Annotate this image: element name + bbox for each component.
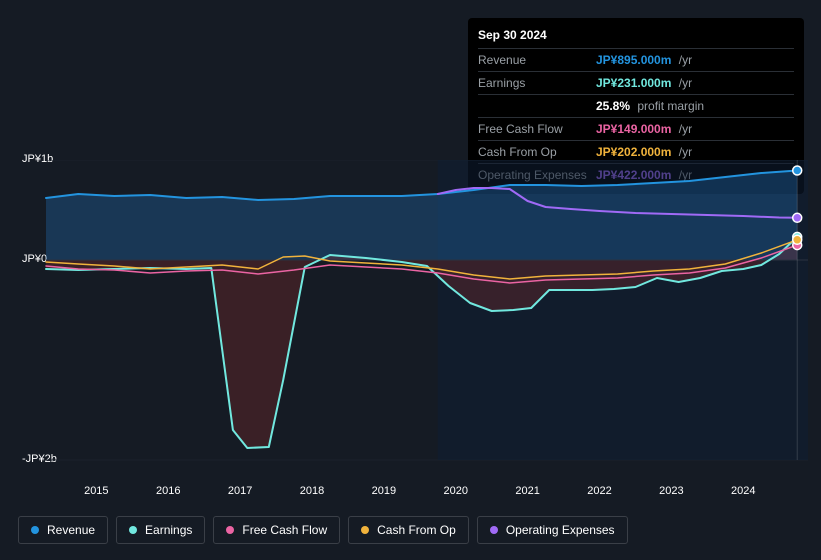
tooltip-row-value: JP¥231.000m /yr bbox=[596, 72, 794, 95]
legend-item-revenue[interactable]: Revenue bbox=[18, 516, 108, 544]
tooltip-row: RevenueJP¥895.000m /yr bbox=[478, 49, 794, 72]
tooltip-row: EarningsJP¥231.000m /yr bbox=[478, 72, 794, 95]
x-tick-label: 2018 bbox=[300, 485, 324, 497]
tooltip-row-value: 25.8% profit margin bbox=[596, 95, 794, 118]
tooltip-date: Sep 30 2024 bbox=[478, 24, 794, 48]
x-axis-labels: 2015 2016 2017 2018 2019 2020 2021 2022 2023 2024 bbox=[18, 485, 808, 505]
legend-label: Cash From Op bbox=[377, 523, 456, 537]
tooltip-row: 25.8% profit margin bbox=[478, 95, 794, 118]
legend-dot-icon bbox=[129, 526, 137, 534]
x-tick-label: 2016 bbox=[156, 485, 180, 497]
x-tick-label: 2022 bbox=[587, 485, 611, 497]
tooltip-row-label: Earnings bbox=[478, 72, 596, 95]
x-tick-label: 2017 bbox=[228, 485, 252, 497]
tooltip-row: Free Cash FlowJP¥149.000m /yr bbox=[478, 118, 794, 141]
legend-dot-icon bbox=[361, 526, 369, 534]
chart-panel: Sep 30 2024 RevenueJP¥895.000m /yrEarnin… bbox=[0, 0, 821, 560]
legend-item-fcf[interactable]: Free Cash Flow bbox=[213, 516, 340, 544]
tooltip-row-value: JP¥149.000m /yr bbox=[596, 118, 794, 141]
tooltip-row-value: JP¥895.000m /yr bbox=[596, 49, 794, 72]
tooltip-row-label bbox=[478, 95, 596, 118]
legend-label: Operating Expenses bbox=[506, 523, 615, 537]
x-tick-label: 2019 bbox=[372, 485, 396, 497]
legend-item-earnings[interactable]: Earnings bbox=[116, 516, 205, 544]
legend-dot-icon bbox=[490, 526, 498, 534]
legend-dot-icon bbox=[31, 526, 39, 534]
legend-item-opex[interactable]: Operating Expenses bbox=[477, 516, 628, 544]
chart-svg bbox=[18, 160, 808, 490]
legend-label: Free Cash Flow bbox=[242, 523, 327, 537]
x-tick-label: 2020 bbox=[444, 485, 468, 497]
legend-dot-icon bbox=[226, 526, 234, 534]
legend-label: Revenue bbox=[47, 523, 95, 537]
tooltip-row-label: Free Cash Flow bbox=[478, 118, 596, 141]
tooltip-row-label: Revenue bbox=[478, 49, 596, 72]
x-tick-label: 2015 bbox=[84, 485, 108, 497]
x-tick-label: 2024 bbox=[731, 485, 755, 497]
x-tick-label: 2023 bbox=[659, 485, 683, 497]
chart-plot-area[interactable] bbox=[18, 160, 808, 490]
x-tick-label: 2021 bbox=[515, 485, 539, 497]
legend-label: Earnings bbox=[145, 523, 192, 537]
chart-legend: Revenue Earnings Free Cash Flow Cash From O… bbox=[18, 516, 628, 544]
legend-item-cfo[interactable]: Cash From Op bbox=[348, 516, 469, 544]
